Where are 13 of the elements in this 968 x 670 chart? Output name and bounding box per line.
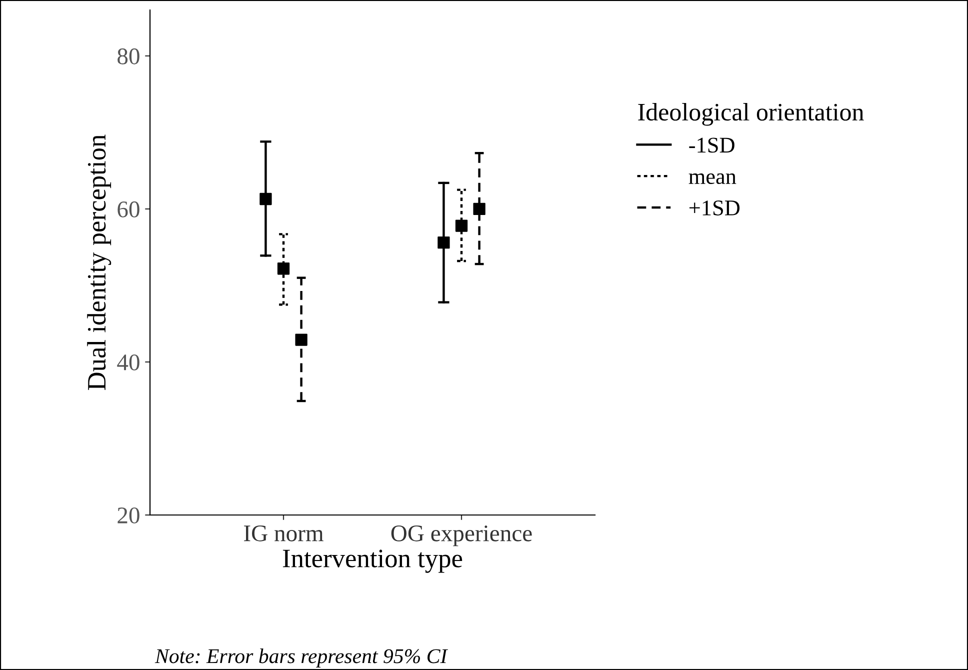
y-axis-title: Dual identity perception	[87, 134, 112, 390]
legend-label: -1SD	[689, 138, 734, 153]
legend-label: mean	[688, 173, 736, 184]
text: Note: Error bars represent 95% CI	[154, 648, 448, 668]
y-tick-label: 40	[117, 354, 140, 370]
legend-title: Ideological orientation	[638, 103, 864, 126]
x-tick-label: IG norm	[244, 525, 324, 542]
y-tick-label: 60	[118, 201, 140, 218]
legend-label: +1SD	[689, 200, 740, 216]
y-tick-label: 20	[118, 507, 140, 524]
x-axis-title: Intervention type	[282, 550, 462, 573]
y-tick-label: 80	[118, 48, 140, 64]
x-tick-label: OG experience	[391, 525, 532, 546]
